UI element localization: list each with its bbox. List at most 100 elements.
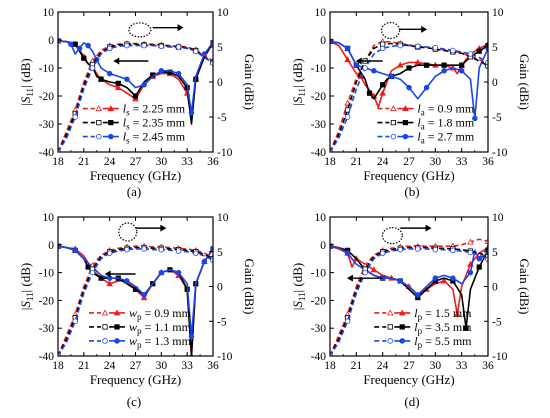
data-point-blue-left xyxy=(76,45,83,52)
x-tick-label: 36 xyxy=(207,156,219,168)
data-point-black-left xyxy=(132,93,139,99)
legend-label: lp = 5.5 mm xyxy=(414,334,472,350)
data-point-blue-left xyxy=(432,275,439,281)
legend-marker-hollow xyxy=(386,309,394,316)
series-line-red-right xyxy=(330,238,488,356)
y-left-tick-label: -20 xyxy=(311,91,327,103)
dotted-ellipse xyxy=(118,222,138,242)
legend-marker-hollow xyxy=(390,119,397,126)
data-point-blue-left xyxy=(158,68,165,74)
series-line-black-right xyxy=(58,246,213,356)
x-tick-label: 24 xyxy=(104,360,116,372)
data-point-black-left xyxy=(72,41,78,47)
right-arrow-head xyxy=(425,224,432,232)
legend-label: wp = 1.1 mm xyxy=(129,320,192,336)
x-tick-label: 27 xyxy=(403,156,415,168)
legend-label: ls = 2.25 mm xyxy=(123,102,186,118)
plot-area xyxy=(58,242,213,356)
dotted-ellipse xyxy=(128,22,152,38)
y-right-tick-label: 5 xyxy=(217,42,223,54)
data-point-blue-right xyxy=(106,250,113,256)
series-line-red-right xyxy=(58,245,213,356)
legend-label: lp = 3.5 mm xyxy=(414,320,472,336)
x-tick-label: 30 xyxy=(156,360,168,372)
data-point-blue-left xyxy=(371,68,377,74)
data-point-blue-left xyxy=(415,292,421,298)
series-line-blue-right xyxy=(58,44,213,152)
data-point-blue-left xyxy=(106,70,113,77)
legend-marker-solid xyxy=(108,119,114,126)
data-point-black-left xyxy=(423,62,430,68)
data-point-blue-right xyxy=(344,318,351,324)
y-right-tick-label: -5 xyxy=(217,316,227,328)
data-point-blue-left xyxy=(388,73,395,80)
y-right-tick-label: 10 xyxy=(217,7,229,19)
data-point-blue-right xyxy=(89,269,96,276)
x-tick-label: 36 xyxy=(207,360,219,372)
data-point-blue-right xyxy=(124,246,130,253)
y-left-axis-label: |S11| (dB) xyxy=(18,58,35,105)
y-left-tick-label: -40 xyxy=(311,351,327,363)
y-right-tick-label: 5 xyxy=(217,247,223,259)
y-right-axis-label: Gain (dBi) xyxy=(517,54,532,110)
data-point-red-left xyxy=(453,310,461,317)
y-left-tick-label: -40 xyxy=(311,147,327,159)
chart-panel-d: 18 21 24 27 30 33 36 -40 -30 -20 -10 0 10 -10 -5 0 5 10 Fr… xyxy=(290,212,532,409)
data-point-blue-right xyxy=(362,65,368,71)
data-point-red-left xyxy=(114,84,122,91)
x-tick-label: 33 xyxy=(181,360,193,372)
data-point-blue-right xyxy=(141,246,147,252)
y-right-tick-label: -10 xyxy=(492,351,508,363)
right-arrow-head xyxy=(177,24,184,32)
legend-marker-solid xyxy=(399,324,405,330)
data-point-black-left xyxy=(441,62,447,68)
data-point-black-left xyxy=(476,48,482,54)
data-point-blue-right xyxy=(415,43,421,50)
data-point-blue-left xyxy=(68,41,74,47)
data-point-red-right xyxy=(467,238,474,245)
data-point-red-left xyxy=(440,277,448,284)
y-left-tick-label: 0 xyxy=(48,240,54,252)
y-right-tick-label: -10 xyxy=(217,351,233,363)
dotted-ellipse xyxy=(381,227,403,245)
y-left-tick-label: -30 xyxy=(311,323,327,335)
x-tick-label: 33 xyxy=(456,156,468,168)
x-axis-label: Frequency (GHz) xyxy=(90,372,181,387)
y-right-tick-label: -5 xyxy=(492,316,502,328)
y-right-axis-label: Gain (dBi) xyxy=(242,54,257,110)
series-line-blue-right xyxy=(330,44,488,152)
legend-marker-hollow xyxy=(390,133,397,140)
data-point-blue-left xyxy=(72,247,78,254)
y-left-tick-label: -10 xyxy=(311,268,327,280)
x-tick-label: 21 xyxy=(78,156,90,168)
panel-caption: (c) xyxy=(127,394,141,409)
data-point-blue-right xyxy=(193,48,199,54)
y-right-tick-label: -5 xyxy=(492,112,502,124)
x-tick-label: 36 xyxy=(482,360,494,372)
data-point-blue-left xyxy=(124,76,130,82)
data-point-blue-right xyxy=(344,114,351,120)
series-line-black-left xyxy=(330,245,488,330)
chart-panel-a: 18 21 24 27 30 33 36 -40 -30 -20 -10 0 10 -10 -5 0 5 10 Fr… xyxy=(18,7,257,199)
series-line-blue-left xyxy=(330,245,488,296)
axis-indicator xyxy=(346,224,432,282)
x-tick-label: 18 xyxy=(52,156,64,168)
y-left-tick-label: -30 xyxy=(311,119,327,131)
x-tick-label: 24 xyxy=(104,156,116,168)
legend-label: wp = 0.9 mm xyxy=(129,306,192,322)
legend-marker-solid xyxy=(108,133,114,140)
data-point-blue-right xyxy=(397,42,403,49)
data-point-blue-right xyxy=(379,250,386,256)
legend-marker-hollow xyxy=(96,133,102,140)
data-point-red-left xyxy=(106,280,113,287)
series-line-blue-left xyxy=(58,245,213,338)
y-left-tick-label: -30 xyxy=(39,323,55,335)
data-point-blue-right xyxy=(450,47,456,54)
legend-marker-solid xyxy=(402,105,409,112)
series-line-black-right xyxy=(330,42,488,152)
axis-indicator xyxy=(355,21,428,65)
data-point-black-left xyxy=(380,82,386,88)
legend-marker-solid xyxy=(402,119,409,126)
